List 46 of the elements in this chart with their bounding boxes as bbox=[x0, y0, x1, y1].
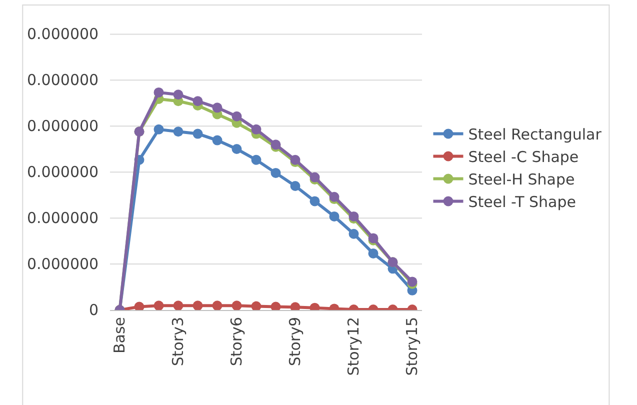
point bbox=[310, 196, 320, 206]
point bbox=[232, 144, 242, 154]
legend-label: Steel -T Shape bbox=[468, 193, 576, 212]
point bbox=[212, 300, 222, 310]
point bbox=[212, 135, 222, 146]
legend-label: Steel -C Shape bbox=[468, 148, 579, 166]
point bbox=[348, 228, 359, 239]
text: 0 bbox=[89, 301, 99, 319]
point bbox=[154, 124, 164, 134]
point bbox=[212, 102, 222, 113]
text: 0.000000 bbox=[27, 163, 99, 181]
point bbox=[232, 111, 242, 122]
point bbox=[251, 301, 262, 310]
point bbox=[270, 168, 281, 178]
point bbox=[251, 124, 262, 134]
legend-label: Steel Rectangular bbox=[468, 126, 602, 144]
point bbox=[368, 248, 378, 258]
x-tick-label: Story12 bbox=[344, 317, 363, 376]
x-tick-label: Story15 bbox=[403, 317, 422, 376]
text: 0.000000 bbox=[27, 117, 99, 135]
point bbox=[192, 300, 203, 310]
point bbox=[173, 300, 184, 310]
point bbox=[154, 300, 164, 310]
point bbox=[154, 87, 164, 98]
point bbox=[134, 302, 144, 310]
point bbox=[173, 126, 184, 137]
point bbox=[232, 300, 242, 310]
point bbox=[329, 192, 340, 202]
text: 0.000000 bbox=[27, 71, 99, 89]
point bbox=[348, 211, 359, 222]
point bbox=[173, 90, 184, 100]
text: 0.000000 bbox=[27, 209, 99, 227]
point bbox=[192, 128, 203, 139]
text: 0.000000 bbox=[27, 255, 99, 273]
point bbox=[329, 211, 340, 222]
text: 0.000000 bbox=[27, 25, 99, 43]
point bbox=[290, 154, 300, 165]
x-tick-label: Story9 bbox=[286, 317, 304, 366]
x-tick-label: Story6 bbox=[228, 317, 246, 366]
point bbox=[270, 302, 281, 310]
legend-label: Steel-H Shape bbox=[468, 170, 575, 189]
point bbox=[251, 154, 262, 165]
x-tick-label: Story3 bbox=[169, 317, 188, 366]
point bbox=[192, 96, 203, 106]
x-tick-label: Base bbox=[110, 317, 129, 354]
point bbox=[290, 180, 300, 191]
